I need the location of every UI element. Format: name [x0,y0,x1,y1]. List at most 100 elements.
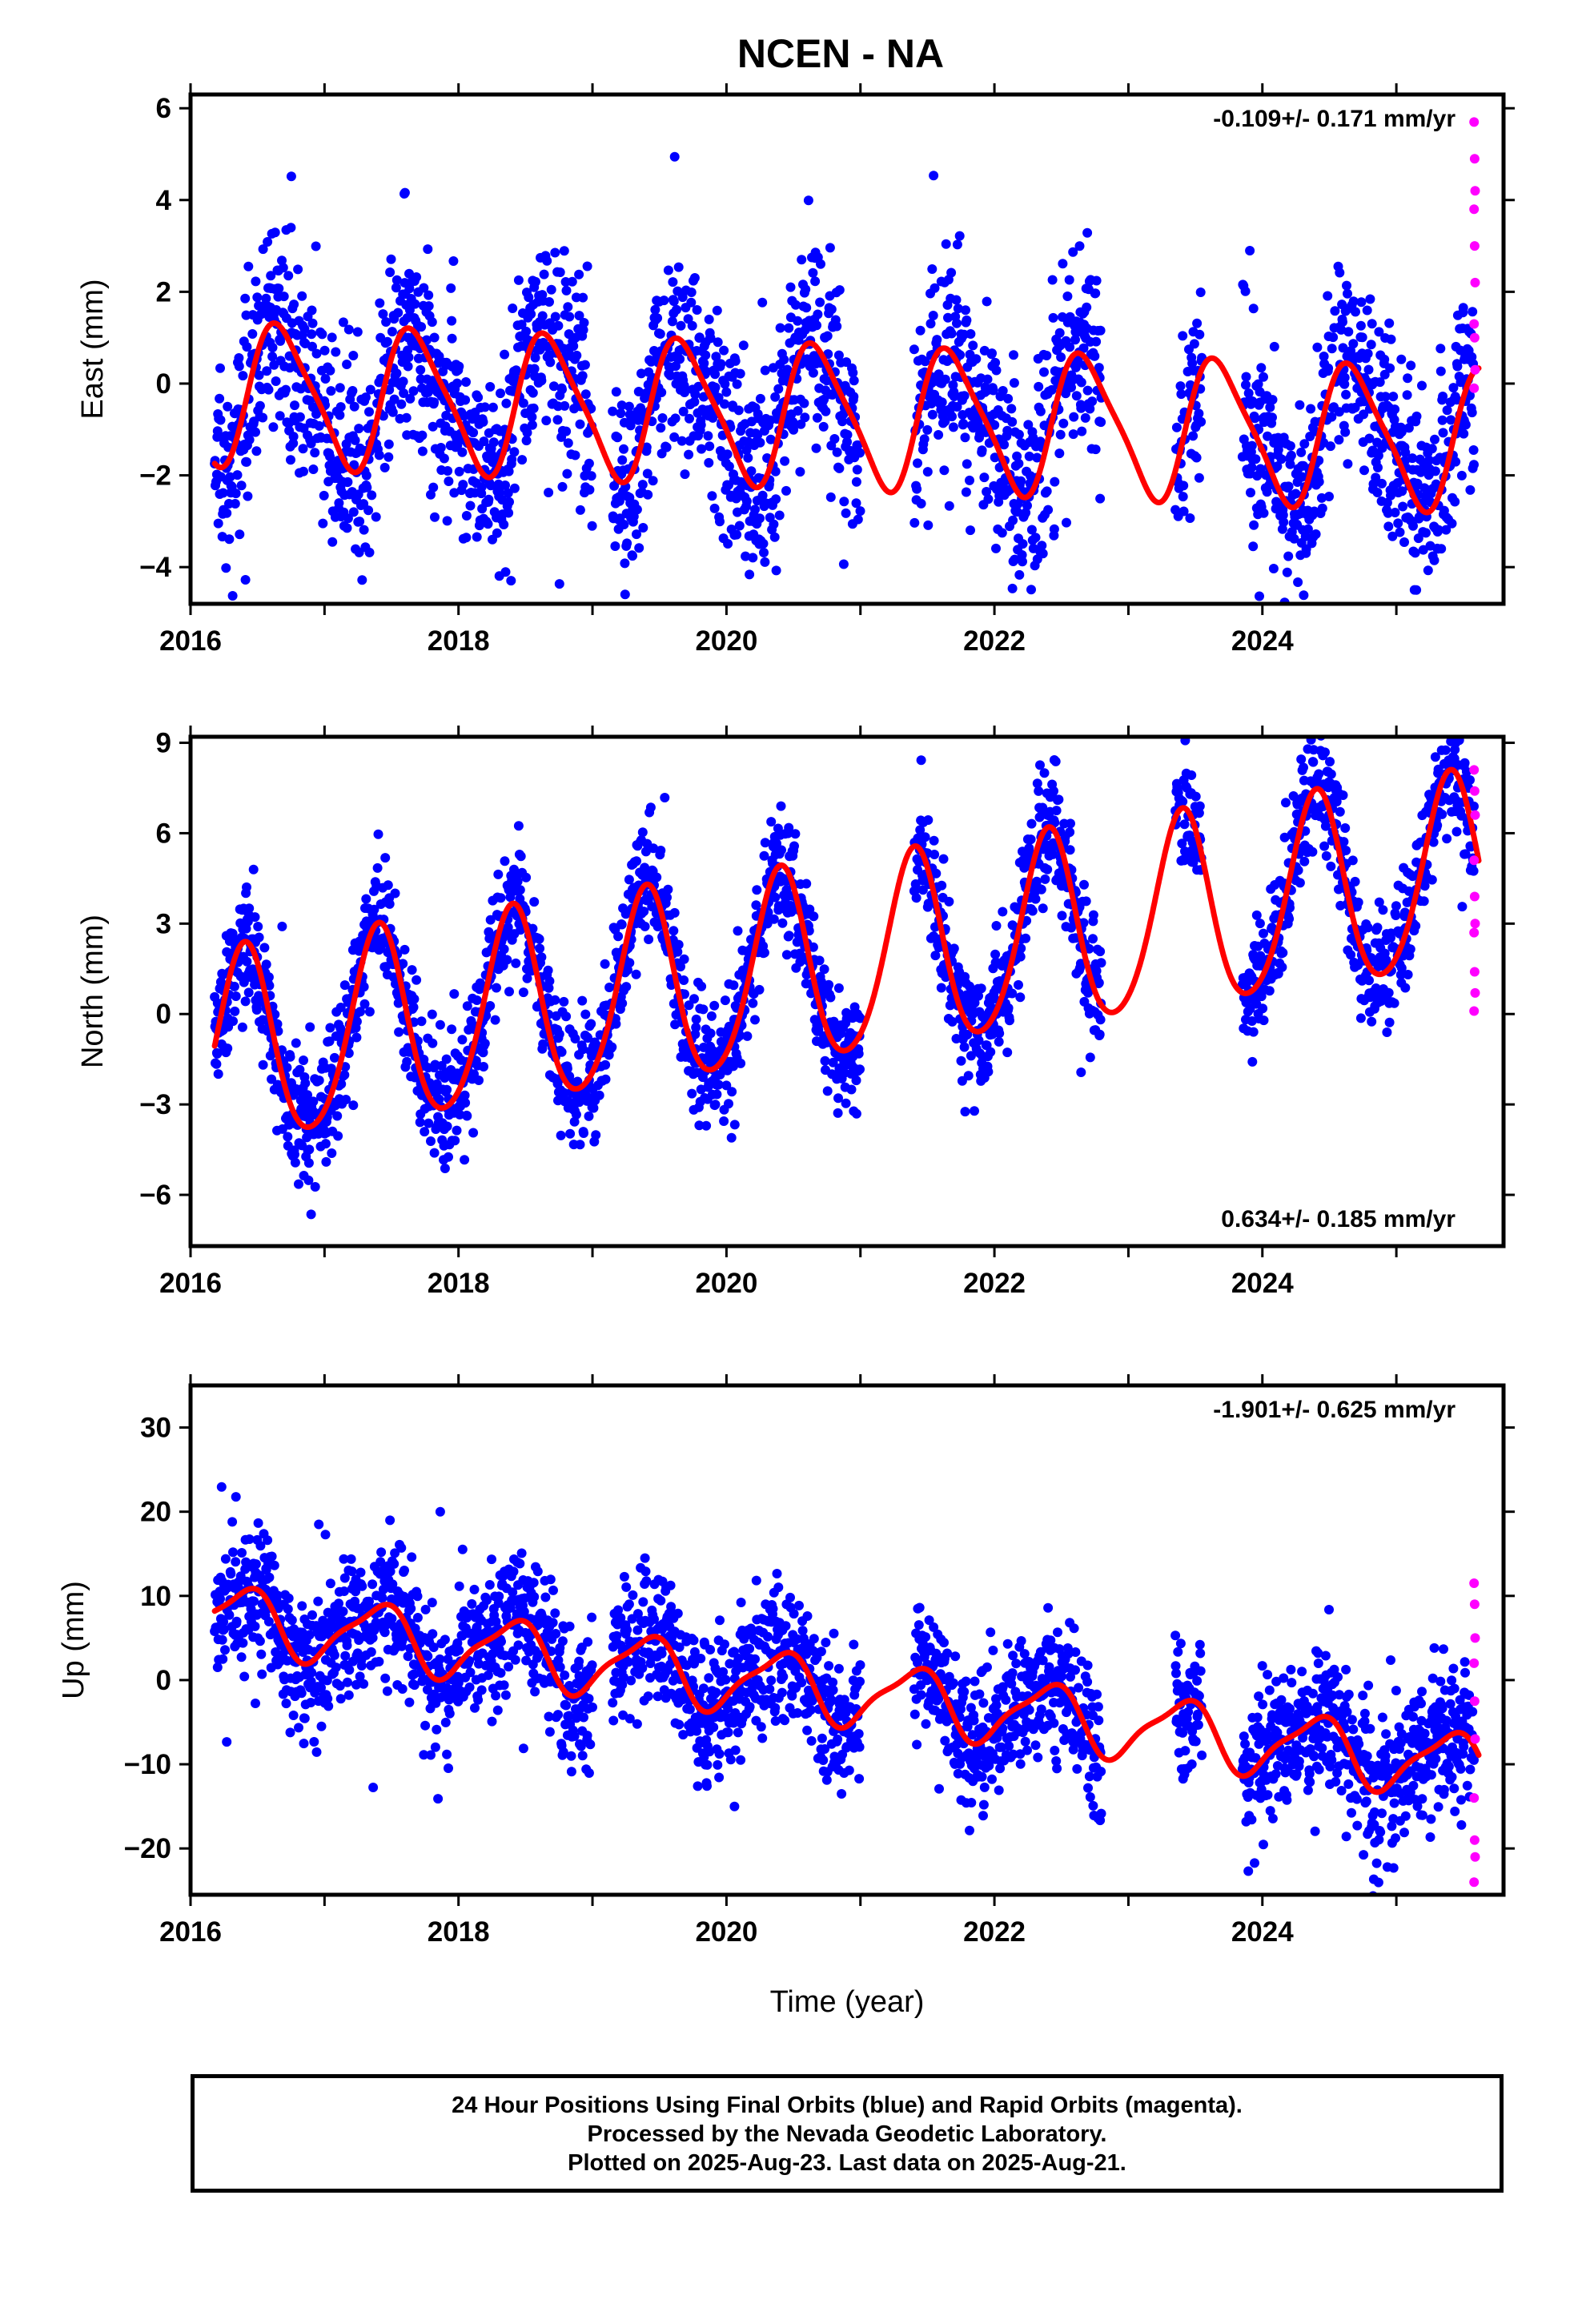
final-orbit-point [307,341,317,352]
final-orbit-point [1043,505,1054,515]
final-orbit-point [240,575,251,585]
final-orbit-point [1038,903,1048,914]
final-orbit-point [1398,501,1408,512]
final-orbit-point [998,907,1008,917]
final-orbit-point [1408,521,1418,531]
final-orbit-point [351,1016,362,1027]
final-orbit-point [1443,723,1452,733]
final-orbit-point [620,909,631,919]
final-orbit-point [632,505,642,515]
final-orbit-point [394,1027,404,1037]
final-orbit-point [1359,465,1369,476]
final-orbit-point [436,443,446,452]
final-orbit-point [298,444,308,454]
final-orbit-point [293,264,303,275]
final-orbit-point [513,275,524,285]
final-orbit-point [279,292,289,302]
final-orbit-point [242,342,252,352]
final-orbit-point [278,263,288,273]
final-orbit-point [979,472,990,483]
final-orbit-point [286,455,295,465]
final-orbit-point [1248,304,1259,314]
final-orbit-point [556,1130,566,1140]
final-orbit-point [1278,947,1288,958]
final-orbit-point [982,296,992,307]
x-tick-label: 2024 [1231,1268,1294,1299]
final-orbit-point [769,519,779,529]
final-orbit-point [1314,476,1324,487]
final-orbit-point [251,276,261,287]
final-orbit-point [561,426,572,436]
final-orbit-point [544,983,554,993]
final-orbit-point [1438,392,1448,401]
final-orbit-point [689,396,700,407]
final-orbit-point [372,862,383,873]
final-orbit-point [678,406,689,416]
final-orbit-point [1095,1015,1106,1025]
final-orbit-point [455,1109,465,1120]
final-orbit-point [542,255,552,266]
final-orbit-point [1411,411,1422,421]
final-orbit-point [331,347,341,357]
final-orbit-point [1452,826,1462,837]
final-orbit-point [999,440,1010,450]
final-orbit-point [534,934,544,944]
final-orbit-point [660,793,670,802]
final-orbit-point [1192,318,1203,328]
x-tick-label: 2022 [963,1268,1026,1299]
final-orbit-point [694,1120,705,1131]
final-orbit-point [754,984,765,995]
final-orbit-point [442,516,452,526]
final-orbit-point [927,264,938,274]
final-orbit-point [1012,451,1022,461]
final-orbit-point [667,316,677,327]
final-orbit-point [325,452,335,461]
final-orbit-point [577,371,588,381]
final-orbit-point [1366,340,1376,350]
final-orbit-point [350,435,360,445]
final-orbit-point [680,388,689,397]
final-orbit-point [586,471,596,481]
final-orbit-point [215,393,225,404]
final-orbit-point [709,1000,720,1011]
final-orbit-point [1399,537,1409,547]
final-orbit-point [522,973,532,983]
final-orbit-point [911,893,921,903]
final-orbit-point [1385,363,1395,373]
final-orbit-point [1050,756,1061,766]
final-orbit-point [750,1015,760,1025]
final-orbit-point [364,547,375,557]
final-orbit-point [712,305,722,316]
final-orbit-point [1268,564,1279,573]
final-orbit-point [275,411,285,421]
final-orbit-point [1314,769,1324,779]
final-orbit-point [986,1047,996,1057]
final-orbit-point [307,305,317,316]
final-orbit-point [521,872,532,883]
final-orbit-point [495,487,505,497]
final-orbit-point [1056,352,1066,362]
final-orbit-point [504,466,514,476]
final-orbit-point [680,469,690,480]
final-orbit-point [304,1144,315,1155]
final-orbit-point [842,429,853,440]
final-orbit-point [1326,769,1336,779]
final-orbit-point [300,1078,311,1088]
y-tick-label: −4 [139,552,171,583]
final-orbit-point [514,711,524,721]
final-orbit-point [825,992,836,1003]
final-orbit-point [371,512,381,522]
final-orbit-point [1095,947,1106,957]
final-orbit-point [242,882,251,892]
north-final-orbit-points [210,723,1479,1220]
final-orbit-point [679,954,689,964]
final-orbit-point [773,384,784,394]
final-orbit-point [479,436,489,447]
final-orbit-point [689,273,700,283]
final-orbit-point [1403,423,1414,433]
final-orbit-point [504,987,514,997]
final-orbit-point [1189,339,1199,349]
final-orbit-point [962,315,972,325]
final-orbit-point [1246,488,1255,498]
final-orbit-point [617,998,628,1008]
